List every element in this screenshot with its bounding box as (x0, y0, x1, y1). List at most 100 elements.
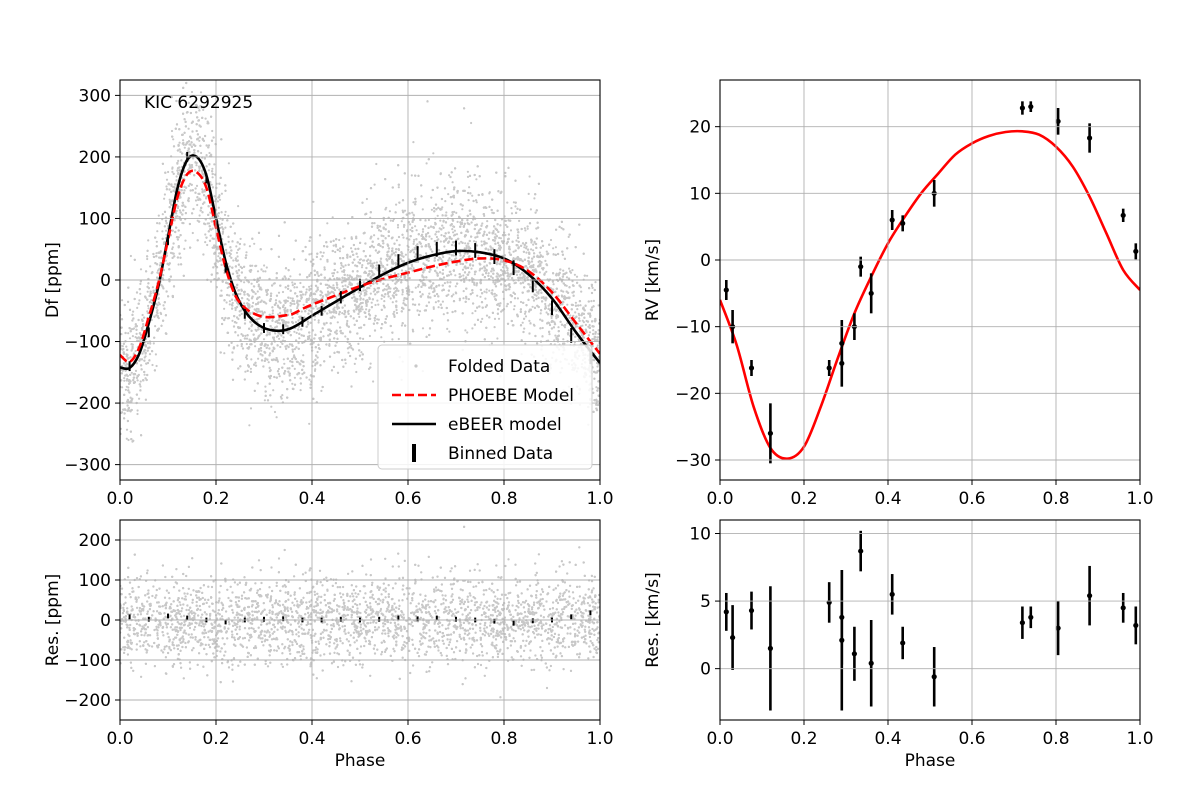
ticks-rv: 0.0 0.2 0.4 0.6 0.8 1.0 −30 −20 −10 0 10 20 (675, 118, 1153, 509)
data-point (1019, 105, 1025, 111)
ytick-label: 10 (689, 184, 711, 204)
x-axis-label: Phase (335, 751, 386, 771)
ytick-label: 200 (79, 531, 111, 551)
xtick-label: 0.8 (490, 729, 517, 749)
series-line-rv-model (720, 129, 1140, 460)
ytick-label: −100 (64, 333, 111, 353)
xtick-label: 0.6 (958, 729, 985, 749)
chart-rvres: 0.0 0.2 0.4 0.6 0.8 1.0 0 5 10 Phase Res. [km/s] (643, 519, 1154, 771)
xtick-label: 0.4 (874, 489, 901, 509)
data-point (730, 634, 736, 641)
ticks-lcres: 0.0 0.2 0.4 0.6 0.8 1.0 −200 −100 0 100 200 (64, 531, 613, 749)
ytick-label: 0 (100, 271, 111, 291)
ytick-label: 300 (79, 86, 111, 106)
data-point (767, 645, 774, 651)
data-point (723, 609, 729, 615)
plot-area-rvres (723, 530, 1139, 711)
chart-lcres: 0.0 0.2 0.4 0.6 0.8 1.0 −200 −100 0 100 200 Phase Re… (43, 519, 614, 771)
y-axis-label: Res. [ppm] (43, 574, 63, 667)
chart-rv: 0.0 0.2 0.4 0.6 0.8 1.0 −30 −20 −10 0 10 20 RV [km/s… (643, 79, 1154, 509)
ytick-label: 5 (700, 592, 711, 612)
xtick-label: 1.0 (586, 489, 613, 509)
data-point (1028, 614, 1034, 620)
xtick-label: 0.2 (790, 489, 817, 509)
data-point (868, 290, 874, 296)
ticks-lc: 0.0 0.2 0.4 0.6 0.8 1.0 −300 −200 −100 0 100 200 300 (64, 86, 613, 509)
data-point (900, 220, 906, 226)
data-point (1055, 625, 1061, 631)
xtick-label: 0.8 (490, 489, 517, 509)
grid-rv (719, 80, 1141, 480)
grid-lcres (119, 520, 601, 720)
y-axis-label: Res. [km/s] (643, 572, 663, 667)
xtick-label: 1.0 (586, 729, 613, 749)
series-line-phoebe-model (120, 169, 600, 364)
ytick-label: 20 (689, 118, 711, 138)
xtick-label: 0.0 (706, 729, 733, 749)
ytick-label: 0 (700, 660, 711, 680)
xtick-label: 1.0 (1126, 489, 1153, 509)
ytick-label: 0 (100, 611, 111, 631)
series-errorbars-rv-residuals (723, 530, 1139, 711)
axes-frame-rv (719, 79, 1141, 481)
ytick-label: −20 (675, 384, 711, 404)
data-point (868, 660, 874, 666)
data-point (931, 674, 937, 680)
data-point (1120, 605, 1126, 611)
data-point (1019, 620, 1025, 626)
xtick-label: 0.2 (202, 489, 229, 509)
grid-rvres (719, 520, 1141, 720)
y-axis-label: RV [km/s] (643, 239, 663, 321)
ytick-label: −100 (64, 651, 111, 671)
y-axis-label: Df [ppm] (43, 242, 63, 318)
data-point (1087, 593, 1093, 599)
data-point (858, 548, 864, 554)
data-point (1028, 104, 1034, 110)
ytick-label: 100 (79, 571, 111, 591)
plot-area-lcres (120, 520, 600, 699)
ytick-label: −10 (675, 318, 711, 338)
xtick-label: 0.2 (790, 729, 817, 749)
data-point (839, 637, 845, 643)
data-point (1087, 135, 1093, 141)
xtick-label: 0.8 (1042, 729, 1069, 749)
ytick-label: −200 (64, 691, 111, 711)
xtick-label: 0.0 (106, 729, 133, 749)
xtick-label: 0.2 (202, 729, 229, 749)
series-errorbars-rv-data (723, 101, 1139, 464)
ytick-label: 100 (79, 209, 111, 229)
legend-box (377, 344, 593, 470)
xtick-label: 0.4 (298, 729, 325, 749)
data-point (748, 365, 755, 371)
ytick-label: 200 (79, 148, 111, 168)
xtick-label: 0.0 (106, 489, 133, 509)
data-point (1133, 248, 1139, 254)
legend-label: Folded Data (448, 357, 550, 377)
data-point (1055, 118, 1061, 124)
data-point (1120, 212, 1126, 218)
folded-data-scatter (120, 520, 600, 699)
legend-label: Binned Data (448, 444, 553, 464)
ytick-label: 10 (689, 525, 711, 545)
x-axis-label: Phase (905, 751, 956, 771)
xtick-label: 0.6 (394, 489, 421, 509)
xtick-label: 0.0 (706, 489, 733, 509)
data-point (889, 591, 895, 597)
ytick-label: −200 (64, 394, 111, 414)
data-point (858, 264, 864, 270)
ytick-label: 0 (700, 251, 711, 271)
data-point (826, 365, 832, 371)
legend-marker-folded (414, 364, 418, 368)
legend: Folded Data PHOEBE Model eBEER model Binned… (377, 344, 593, 470)
xtick-label: 0.6 (394, 729, 421, 749)
xtick-label: 0.4 (298, 489, 325, 509)
legend-label: PHOEBE Model (448, 386, 574, 406)
xtick-label: 0.8 (1042, 489, 1069, 509)
data-point (851, 651, 858, 657)
xtick-label: 0.6 (958, 489, 985, 509)
ytick-label: −300 (64, 456, 111, 476)
legend-label: eBEER model (448, 415, 562, 435)
xtick-label: 1.0 (1126, 729, 1153, 749)
data-point (900, 640, 906, 646)
